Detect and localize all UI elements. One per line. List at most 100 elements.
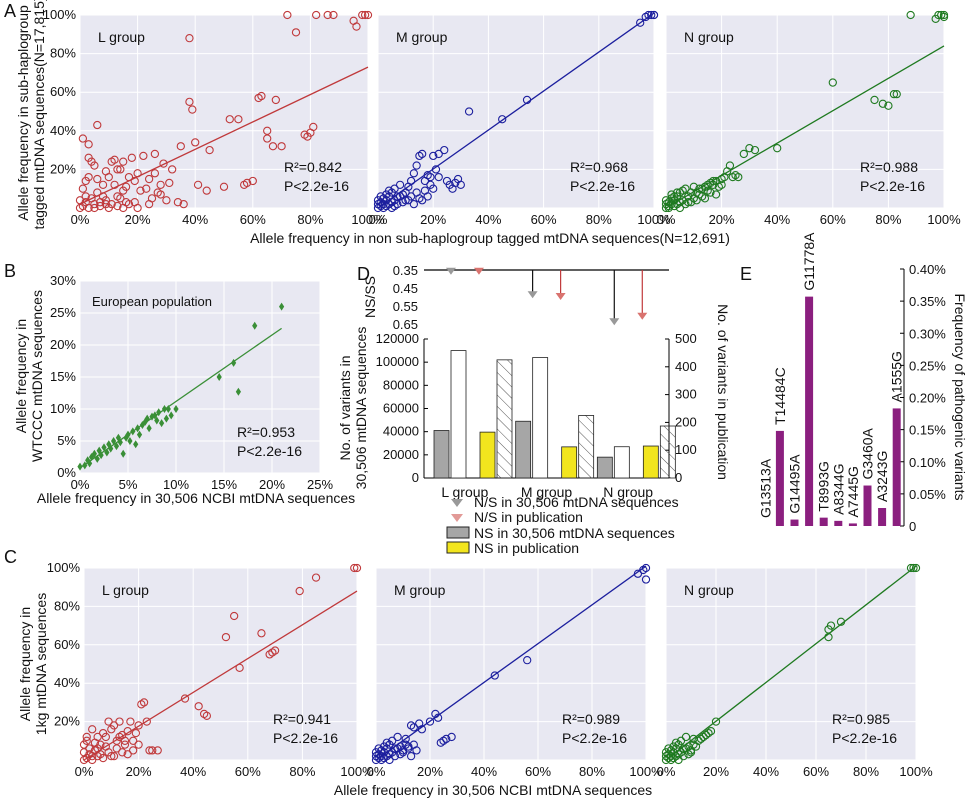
- panel-c-l-data-point: [118, 730, 127, 740]
- panel-e-category-label: T14484C: [772, 367, 788, 425]
- panel-letter-d: D: [357, 264, 370, 284]
- panel-a-n-data-point: [934, 10, 943, 20]
- panel-a-l-x-tick-label: 100%: [351, 212, 385, 227]
- panel-a-n-data-point: [706, 188, 715, 197]
- panel-e-y-tick-label: 0.05%: [909, 487, 946, 502]
- panel-d-left-y-tick-label: 100000: [376, 354, 419, 369]
- panel-a-n-data-point: [709, 176, 718, 186]
- panel-c-y-axis-label: Allele frequency in1kg mtDNA sequences: [17, 593, 49, 735]
- panel-b-data-point: [159, 419, 165, 428]
- panel-a-l-p-label: P<2.2e-16: [284, 178, 349, 194]
- panel-d-category-label: L group: [441, 484, 488, 500]
- panel-a-n-data-point: [695, 184, 704, 193]
- panel-a-l-x-tick-label: 0%: [71, 212, 90, 227]
- panel-b-data-point: [94, 454, 100, 463]
- panel-a-m-data-point: [387, 203, 396, 213]
- panel-a-l-data-point: [188, 105, 197, 114]
- panel-a-l-data-point: [312, 10, 321, 20]
- panel-c-m-data-point: [382, 738, 391, 747]
- panel-d-bar: [596, 456, 613, 479]
- panel-a-l-data-point: [113, 201, 122, 211]
- panel-c-l-y-tick-label: 100%: [47, 560, 81, 575]
- panel-c-l-data-point: [107, 752, 116, 761]
- panel-c-m-x-tick-label: 20%: [417, 764, 443, 779]
- panel-c-l-y-tick-label: 60%: [54, 637, 80, 652]
- panel-a-n-data-point: [773, 144, 782, 153]
- panel-d-top-y-tick-label: 0.55: [393, 299, 418, 314]
- panel-c-l-data-point: [88, 725, 97, 734]
- panel-c-m-data-point: [385, 755, 394, 765]
- panel-b-y-tick-label: 30%: [50, 273, 76, 288]
- panel-a-l-data-point: [139, 151, 148, 161]
- panel-a-l-data-point: [124, 199, 134, 209]
- panel-c-l-data-point: [104, 717, 113, 726]
- panel-c-l-data-point: [202, 711, 211, 720]
- panel-a-n-x-tick-label: 60%: [820, 212, 846, 227]
- panel-a-l-data-point: [193, 180, 203, 189]
- panel-c-l-data-point: [134, 740, 143, 749]
- panel-a-l-data-point: [271, 95, 280, 105]
- panel-c-m-data-point: [639, 565, 648, 575]
- panel-a-n-data-point: [689, 182, 698, 191]
- panel-c-l-data-point: [295, 586, 304, 596]
- panel-a-n-data-point: [828, 78, 837, 87]
- panel-c-n-data-point: [671, 738, 681, 747]
- panel-a-l-y-tick-label: 100%: [43, 7, 77, 22]
- panel-e-bar: [819, 517, 828, 526]
- panel-c-m-data-point: [641, 563, 651, 573]
- panel-c-m-data-point: [490, 671, 499, 680]
- panel-e-category-label: G3460A: [860, 427, 876, 479]
- panel-c-l-data-point: [88, 752, 97, 761]
- panel-c-n-x-tick-label: 0%: [657, 764, 676, 779]
- panel-a-n-x-tick-label: 20%: [709, 212, 735, 227]
- panel-d-right-y-tick-label: 400: [675, 359, 697, 374]
- panel-a-m-x-tick-label: 60%: [531, 212, 557, 227]
- panel-a-l-data-point: [185, 97, 194, 106]
- panel-a-l-data-point: [98, 180, 108, 189]
- panel-a-l-data-point: [323, 10, 332, 20]
- panel-a-l-data-point: [176, 142, 185, 151]
- panel-a-m-data-point: [649, 10, 659, 20]
- panel-b-y-tick-label: 0%: [57, 465, 76, 480]
- panel-c-m-data-point: [404, 744, 413, 753]
- panel-b-data-point: [156, 408, 162, 417]
- panel-a-l-data-point: [205, 145, 214, 155]
- panel-c-l-data-point: [229, 611, 239, 621]
- panel-c-l-data-point: [85, 744, 94, 753]
- panel-a-l-data-point: [90, 203, 99, 213]
- panel-a-y-axis-label: Allele frequency in sub-haplogrouptagged…: [15, 0, 47, 230]
- panel-c-n-data-point: [674, 750, 683, 759]
- panel-e-category-label: A8344G: [830, 463, 846, 514]
- panel-a-n-data-point: [700, 194, 710, 203]
- panel-b-y-tick-label: 25%: [50, 305, 76, 320]
- panel-b-data-point: [133, 440, 139, 449]
- panel-d-legend-label: N/S in publication: [474, 509, 583, 525]
- panel-c-m-data-point: [385, 750, 394, 759]
- panel-c-l-data-point: [134, 721, 143, 730]
- panel-c-m-data-point: [401, 734, 410, 744]
- panel-a-x-axis-label: Allele frequency in non sub-haplogroup t…: [250, 230, 730, 246]
- panel-a-m-data-point: [431, 165, 441, 174]
- panel-c-l-data-point: [109, 721, 119, 730]
- panel-e-bar: [892, 408, 901, 526]
- panel-a-l-data-point: [96, 201, 105, 211]
- panel-a-l-data-point: [156, 180, 165, 189]
- panel-c-l-data-point: [352, 563, 362, 573]
- panel-b-data-point: [136, 430, 143, 439]
- panel-d-left-y-tick-label: 60000: [383, 401, 419, 416]
- panel-a-l-data-point: [84, 140, 93, 149]
- panel-a-l-data-point: [93, 174, 102, 184]
- panel-a-n-data-point: [906, 10, 915, 20]
- panel-a-l-r2-label: R²=0.842: [284, 159, 342, 175]
- panel-a-m-data-point: [426, 172, 435, 182]
- panel-c-l-p-label: P<2.2e-16: [273, 730, 338, 746]
- panel-a-m-data-point: [456, 180, 465, 189]
- panel-c-l-data-point: [153, 746, 162, 755]
- panel-c-l-data-point: [118, 748, 127, 757]
- panel-b-data-point: [163, 414, 169, 423]
- panel-a-l-data-point: [78, 184, 88, 193]
- panel-a-m-data-point: [429, 151, 438, 161]
- panel-c-l-data-point: [98, 728, 108, 738]
- panel-b-data-point: [152, 411, 158, 420]
- panel-a-n-data-point: [745, 144, 754, 153]
